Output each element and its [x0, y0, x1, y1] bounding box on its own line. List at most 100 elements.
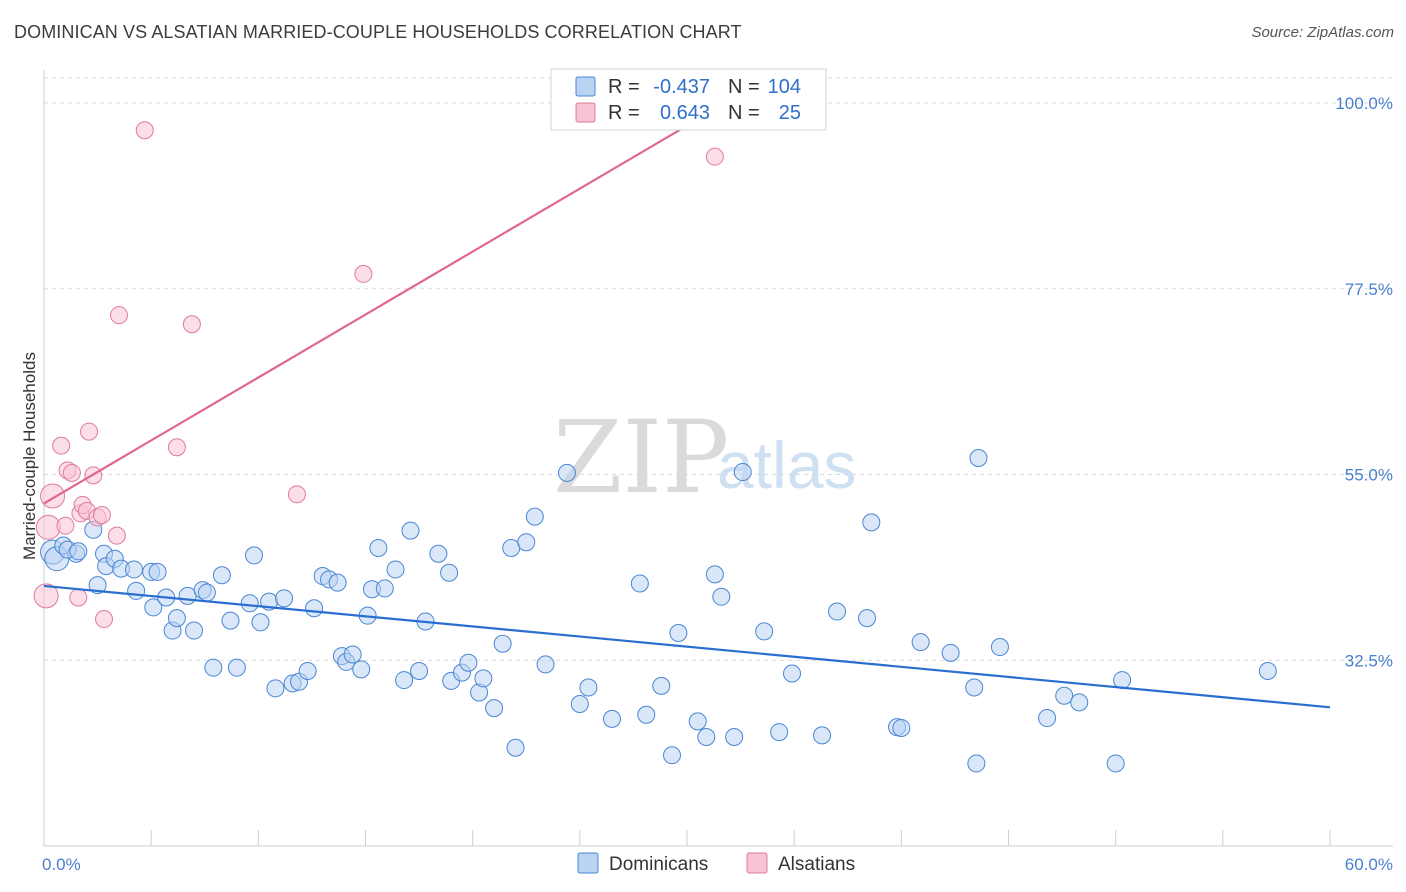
dominicans-point	[429, 544, 448, 563]
y-tick-label-3: 100.0%	[1335, 94, 1393, 113]
dominicans-point	[127, 581, 146, 600]
dominicans-point	[630, 574, 649, 593]
dominicans-point	[251, 613, 270, 632]
dominicans-point	[697, 728, 716, 747]
dominicans-point	[1038, 709, 1057, 728]
legend-n-label-2: N =	[728, 102, 760, 124]
dominicans-point	[669, 624, 688, 643]
alsatians-point	[52, 436, 71, 455]
legend-r-value-2: 0.643	[660, 102, 710, 124]
alsatians-point	[705, 147, 724, 166]
alsatians-point	[62, 463, 81, 482]
alsatians-point	[182, 315, 201, 334]
alsatians-trend-line	[43, 102, 727, 505]
legend-alsatians-label: Alsatians	[778, 854, 855, 875]
dominicans-point	[813, 726, 832, 745]
alsatians-point	[69, 588, 88, 607]
chart-title: DOMINICAN VS ALSATIAN MARRIED-COUPLE HOU…	[14, 22, 742, 42]
correlation-legend: R = -0.437 N = 104 R = 0.643 N = 25	[550, 68, 827, 131]
alsatians-point	[56, 516, 75, 535]
y-tick-label-0: 32.5%	[1345, 651, 1393, 670]
dominicans-point	[240, 594, 259, 613]
dominicans-point	[969, 449, 988, 467]
dominicans-point	[755, 622, 774, 641]
dominicans-point	[637, 705, 656, 724]
alsatians-point	[80, 422, 99, 441]
dominicans-point	[221, 611, 240, 630]
dominicans-point	[1055, 686, 1074, 705]
legend-swatch-pink	[575, 102, 596, 123]
dominicans-point	[395, 671, 414, 690]
alsatians-point	[40, 483, 66, 509]
alsatians-point	[167, 438, 186, 457]
dominicans-point	[343, 645, 362, 664]
dominicans-point	[69, 542, 88, 561]
dominicans-point	[298, 661, 317, 680]
alsatians-point	[135, 121, 154, 140]
dominicans-point	[602, 709, 621, 728]
dominicans-point	[328, 573, 347, 592]
dominicans-point	[375, 579, 394, 598]
source-label: Source: ZipAtlas.com	[1251, 24, 1394, 41]
y-tick-labels: 32.5% 55.0% 77.5% 100.0%	[1335, 94, 1393, 670]
dominicans-point	[212, 566, 231, 585]
dominicans-point	[688, 712, 707, 731]
dominicans-point	[725, 728, 744, 747]
alsatians-point	[92, 505, 111, 524]
dominicans-point	[536, 655, 555, 674]
dominicans-point	[941, 643, 960, 662]
dominicans-point	[911, 633, 930, 652]
legend-alsatians-swatch	[746, 852, 768, 874]
dominicans-trend-line	[43, 584, 1331, 709]
dominicans-point	[227, 658, 246, 677]
y-axis-label: Married-couple Households	[20, 352, 39, 560]
dominicans-point	[1113, 671, 1132, 690]
alsatians-point	[354, 264, 373, 283]
dominicans-point	[733, 463, 752, 482]
legend-r-label-2: R =	[608, 102, 640, 124]
dominicans-point	[712, 587, 731, 606]
alsatians-point	[287, 485, 306, 504]
dominicans-point	[369, 538, 388, 557]
dominicans-point	[705, 565, 724, 584]
y-tick-label-2: 77.5%	[1345, 280, 1393, 299]
dominicans-point	[144, 598, 163, 617]
dominicans-point	[185, 621, 204, 640]
alsatians-point	[107, 526, 126, 545]
legend-n-value-1: 104	[768, 76, 801, 98]
alsatians-point	[33, 583, 59, 609]
legend-swatch-blue	[575, 76, 596, 97]
dominicans-point	[770, 723, 789, 742]
dominicans-point	[305, 599, 324, 618]
legend-dominicans-swatch	[577, 852, 599, 874]
dominicans-point	[197, 583, 216, 602]
dominicans-point	[858, 609, 877, 628]
dominicans-point	[125, 560, 144, 579]
axes	[43, 70, 1393, 847]
dominicans-point	[990, 638, 1009, 657]
legend-n-value-2: 25	[779, 102, 801, 124]
dominicans-point	[440, 563, 459, 582]
dominicans-point	[502, 538, 521, 557]
series-legend: Dominicans Alsatians	[577, 852, 855, 875]
dominicans-point	[892, 718, 911, 737]
legend-r-value-1: -0.437	[653, 76, 710, 98]
dominicans-point	[275, 589, 294, 608]
alsatians-point	[95, 609, 114, 628]
dominicans-point	[662, 746, 681, 765]
trend-lines	[43, 102, 1331, 709]
legend-n-label-1: N =	[728, 76, 760, 98]
dominicans-point	[204, 658, 223, 677]
dominicans-point	[401, 521, 420, 540]
alsatians-points	[33, 91, 731, 628]
dominicans-point	[862, 513, 881, 532]
dominicans-point	[245, 546, 264, 565]
x-tick-label-max: 60.0%	[1345, 855, 1393, 874]
watermark-zip: ZIP	[553, 399, 729, 516]
legend-r-label-1: R =	[608, 76, 640, 98]
dominicans-point	[1258, 661, 1277, 680]
x-tick-marks	[43, 830, 1331, 846]
dominicans-point	[386, 560, 405, 579]
dominicans-point	[570, 695, 589, 714]
dominicans-point	[506, 738, 525, 757]
